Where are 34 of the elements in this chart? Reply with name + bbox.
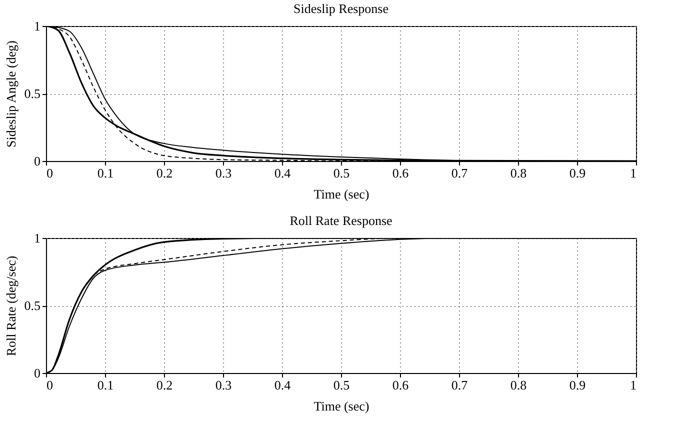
- x-tick-label: 0.8: [510, 378, 527, 392]
- y-tick-label: 0: [34, 366, 40, 380]
- y-tick-label: 0: [34, 154, 40, 168]
- y-tick-label: 1: [34, 230, 40, 246]
- x-tick-label: 0.3: [215, 378, 232, 392]
- x-tick-label: 1: [630, 378, 636, 392]
- x-tick-label: 0.9: [569, 378, 586, 392]
- x-tick-label: 0.4: [274, 378, 292, 392]
- x-tick-label: 0.2: [156, 166, 173, 180]
- x-tick-label: 0.2: [156, 378, 173, 392]
- x-tick-label: 0.6: [392, 166, 410, 180]
- x-axis-title: Time (sec): [314, 186, 370, 202]
- x-tick-label: 0.1: [97, 166, 114, 180]
- x-tick-label: 1: [630, 166, 636, 180]
- x-tick-label: 0.6: [392, 378, 410, 392]
- x-tick-label: 0.5: [333, 378, 350, 392]
- x-tick-label: 0.7: [451, 166, 468, 180]
- y-tick-label: 0.5: [24, 86, 40, 101]
- x-tick-label: 0.8: [510, 166, 527, 180]
- x-tick-label: 0.5: [333, 166, 350, 180]
- x-tick-label: 0.9: [569, 166, 586, 180]
- x-tick-label: 0: [46, 166, 53, 180]
- y-axis-title: Roll Rate (deg/sec): [3, 256, 18, 356]
- chart-title: Roll Rate Response: [290, 213, 393, 228]
- y-tick-label: 0.5: [24, 298, 40, 313]
- x-tick-label: 0.1: [97, 378, 114, 392]
- chart-title: Sideslip Response: [294, 1, 389, 16]
- x-tick-label: 0.3: [215, 166, 232, 180]
- x-tick-label: 0.7: [451, 378, 468, 392]
- y-tick-label: 1: [34, 18, 40, 34]
- x-axis-title: Time (sec): [314, 398, 370, 414]
- y-axis-title: Sideslip Angle (deg): [3, 40, 18, 148]
- x-tick-label: 0.4: [274, 166, 292, 180]
- x-tick-label: 0: [46, 378, 53, 392]
